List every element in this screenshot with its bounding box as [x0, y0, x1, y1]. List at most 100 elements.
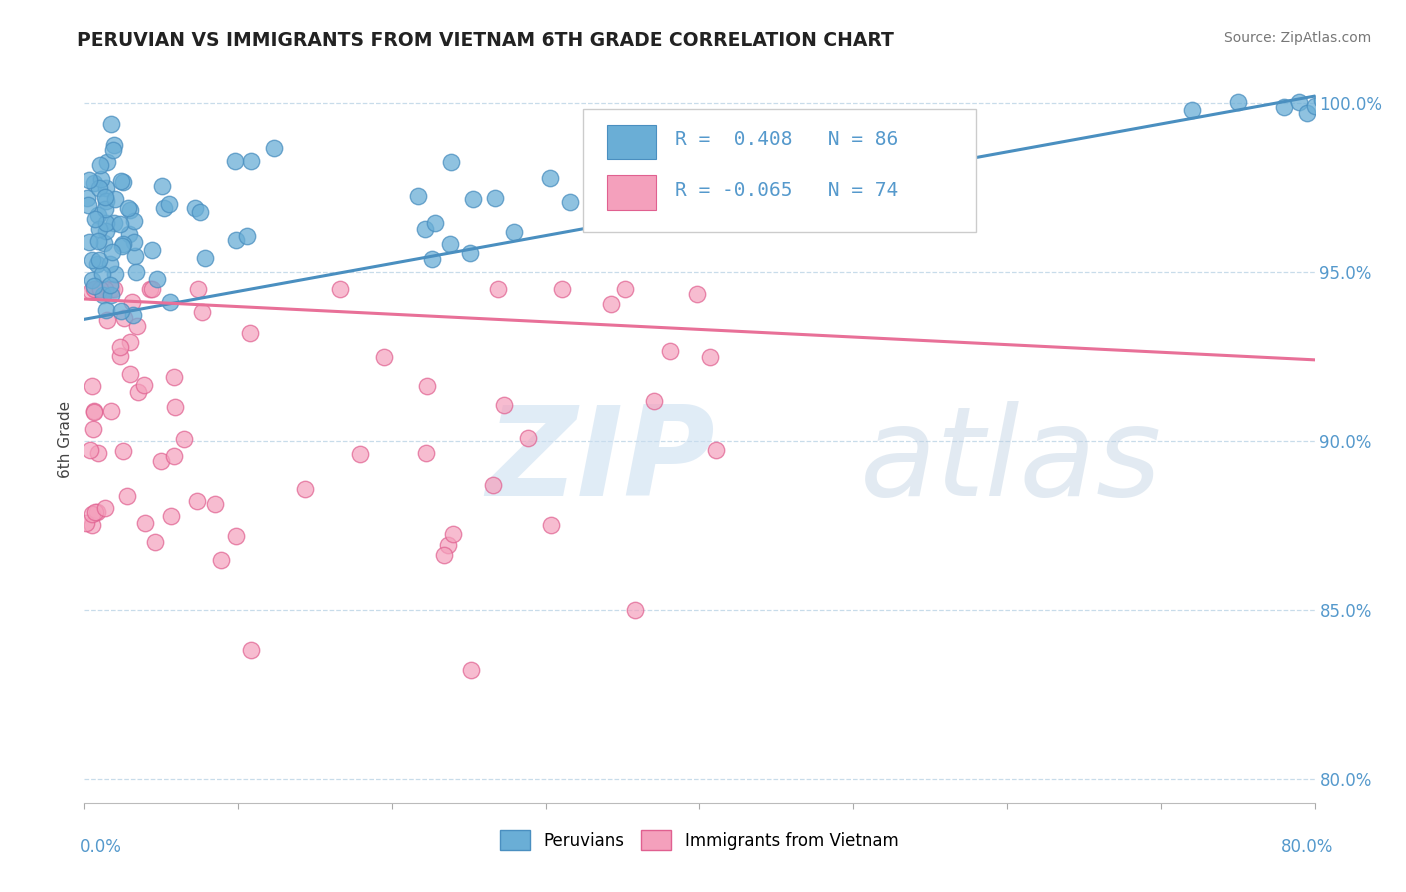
Point [122, 235, 145, 249]
Point [482, 477, 505, 491]
Point [502, 226, 524, 240]
Point [1296, 106, 1319, 120]
Point [143, 535, 166, 549]
Point [110, 174, 132, 188]
Point [194, 252, 217, 266]
Point [538, 170, 561, 185]
Point [458, 245, 481, 260]
Point [125, 265, 148, 279]
Point [103, 282, 125, 296]
Point [437, 538, 460, 552]
Point [516, 431, 538, 445]
Point [89, 172, 111, 186]
Point [173, 432, 195, 446]
Point [104, 267, 127, 281]
Point [112, 310, 135, 325]
Point [163, 400, 186, 414]
Point [225, 529, 247, 543]
Point [101, 245, 124, 260]
Point [225, 233, 247, 247]
Point [139, 282, 162, 296]
Point [94, 180, 117, 194]
Point [187, 282, 209, 296]
Point [76, 191, 98, 205]
Point [124, 249, 146, 263]
Point [551, 282, 574, 296]
Point [157, 197, 180, 211]
Point [77, 197, 100, 211]
Point [120, 202, 142, 217]
Point [80, 507, 103, 521]
Point [86, 445, 108, 459]
Point [239, 326, 262, 341]
Bar [607, 125, 657, 160]
Point [100, 404, 122, 418]
Point [112, 443, 135, 458]
FancyBboxPatch shape [582, 109, 976, 232]
Point [87, 221, 110, 235]
Point [108, 217, 131, 231]
Point [117, 202, 139, 216]
Point [84, 211, 107, 226]
Text: 80.0%: 80.0% [1281, 838, 1333, 855]
Text: 0.0%: 0.0% [80, 838, 122, 855]
Point [658, 343, 681, 358]
Point [87, 252, 110, 267]
Point [699, 350, 721, 364]
Text: R = -0.065   N = 74: R = -0.065 N = 74 [675, 181, 898, 200]
Point [115, 489, 138, 503]
Point [461, 192, 484, 206]
Point [87, 208, 110, 222]
Point [239, 154, 262, 169]
Point [406, 189, 429, 203]
Point [184, 201, 207, 215]
Point [349, 447, 371, 461]
Point [96, 313, 118, 327]
Point [373, 350, 395, 364]
Text: atlas: atlas [859, 401, 1161, 522]
Point [87, 234, 110, 248]
Point [86, 505, 108, 519]
Point [415, 222, 437, 236]
Point [191, 304, 214, 318]
Point [118, 334, 141, 349]
Point [153, 201, 176, 215]
Point [104, 192, 127, 206]
Point [93, 235, 115, 250]
Point [159, 508, 181, 523]
Point [80, 284, 103, 298]
Point [704, 442, 727, 457]
Point [125, 319, 148, 334]
Point [83, 405, 105, 419]
Point [96, 303, 118, 318]
Point [433, 548, 456, 562]
Point [329, 282, 352, 296]
Point [77, 173, 100, 187]
Point [93, 501, 115, 516]
Legend: Peruvians, Immigrants from Vietnam: Peruvians, Immigrants from Vietnam [494, 823, 905, 856]
Point [159, 295, 181, 310]
Point [1226, 95, 1249, 109]
Point [460, 663, 482, 677]
Point [186, 494, 208, 508]
Point [118, 368, 141, 382]
Point [188, 205, 211, 219]
Point [122, 308, 145, 322]
Point [415, 445, 437, 459]
Point [83, 404, 105, 418]
Point [94, 202, 117, 217]
Point [94, 282, 117, 296]
Point [94, 215, 117, 229]
Point [98, 257, 121, 271]
Point [141, 282, 163, 296]
Point [93, 288, 115, 302]
Point [150, 179, 173, 194]
Point [440, 154, 463, 169]
Point [89, 158, 111, 172]
Point [100, 117, 122, 131]
Point [118, 227, 141, 241]
Point [132, 378, 155, 392]
Point [263, 141, 285, 155]
Point [224, 153, 246, 168]
Point [204, 497, 226, 511]
